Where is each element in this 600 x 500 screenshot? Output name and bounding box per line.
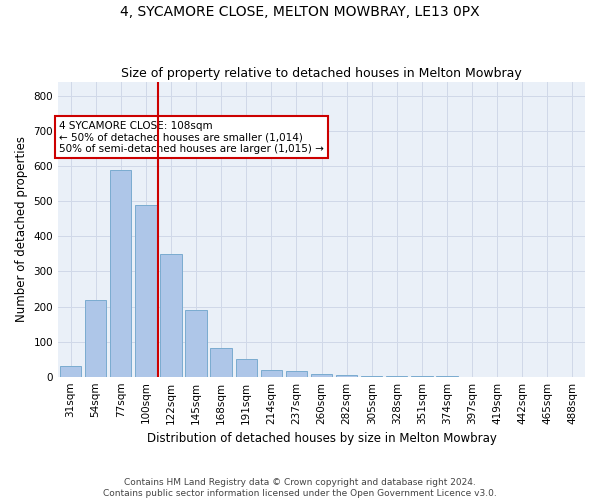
Bar (236, 359, 257, 376)
Bar (311, 374, 332, 376)
Text: Contains HM Land Registry data © Crown copyright and database right 2024.
Contai: Contains HM Land Registry data © Crown c… (103, 478, 497, 498)
Bar (135, 205, 157, 376)
Bar (286, 372, 307, 376)
X-axis label: Distribution of detached houses by size in Melton Mowbray: Distribution of detached houses by size … (146, 432, 496, 445)
Text: 4, SYCAMORE CLOSE, MELTON MOWBRAY, LE13 0PX: 4, SYCAMORE CLOSE, MELTON MOWBRAY, LE13 … (120, 5, 480, 19)
Bar (60, 366, 81, 376)
Bar (85, 300, 106, 376)
Bar (160, 254, 182, 376)
Bar (260, 370, 282, 376)
Bar (336, 375, 357, 376)
Bar (185, 310, 207, 376)
Bar (110, 170, 131, 376)
Title: Size of property relative to detached houses in Melton Mowbray: Size of property relative to detached ho… (121, 66, 522, 80)
Text: 4 SYCAMORE CLOSE: 108sqm
← 50% of detached houses are smaller (1,014)
50% of sem: 4 SYCAMORE CLOSE: 108sqm ← 50% of detach… (59, 120, 324, 154)
Bar (211, 348, 232, 376)
Y-axis label: Number of detached properties: Number of detached properties (15, 136, 28, 322)
